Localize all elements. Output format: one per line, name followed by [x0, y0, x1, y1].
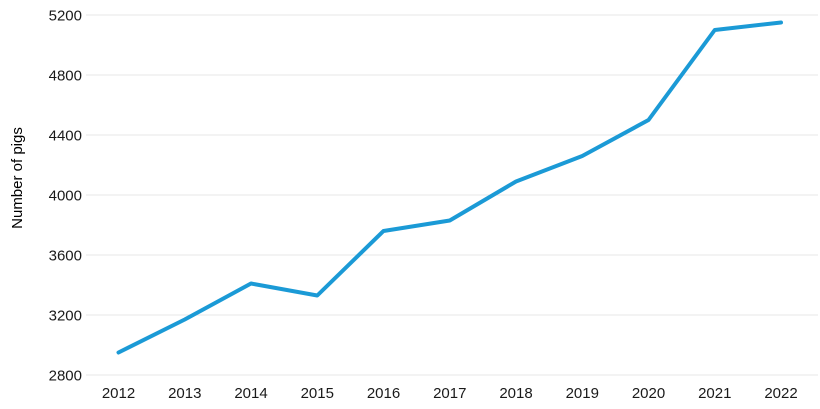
x-tick-label: 2012: [102, 385, 135, 402]
y-axis-title: Number of pigs: [9, 127, 26, 229]
y-tick-label: 2800: [49, 368, 82, 385]
y-tick-label: 3200: [49, 308, 82, 325]
x-tick-label: 2015: [301, 385, 334, 402]
y-tick-label: 4800: [49, 68, 82, 85]
data-line: [116, 20, 783, 355]
x-tick-label: 2021: [698, 385, 731, 402]
x-tick-label: 2018: [499, 385, 532, 402]
y-tick-label: 4000: [49, 188, 82, 205]
y-tick-label: 5200: [49, 8, 82, 25]
x-tick-label: 2017: [433, 385, 466, 402]
x-tick-label: 2013: [168, 385, 201, 402]
x-tick-label: 2020: [632, 385, 665, 402]
x-tick-label: 2019: [566, 385, 599, 402]
x-tick-label: 2016: [367, 385, 400, 402]
x-tick-label: 2022: [764, 385, 797, 402]
y-tick-label: 3600: [49, 248, 82, 265]
y-tick-label: 4400: [49, 128, 82, 145]
x-tick-label: 2014: [234, 385, 267, 402]
